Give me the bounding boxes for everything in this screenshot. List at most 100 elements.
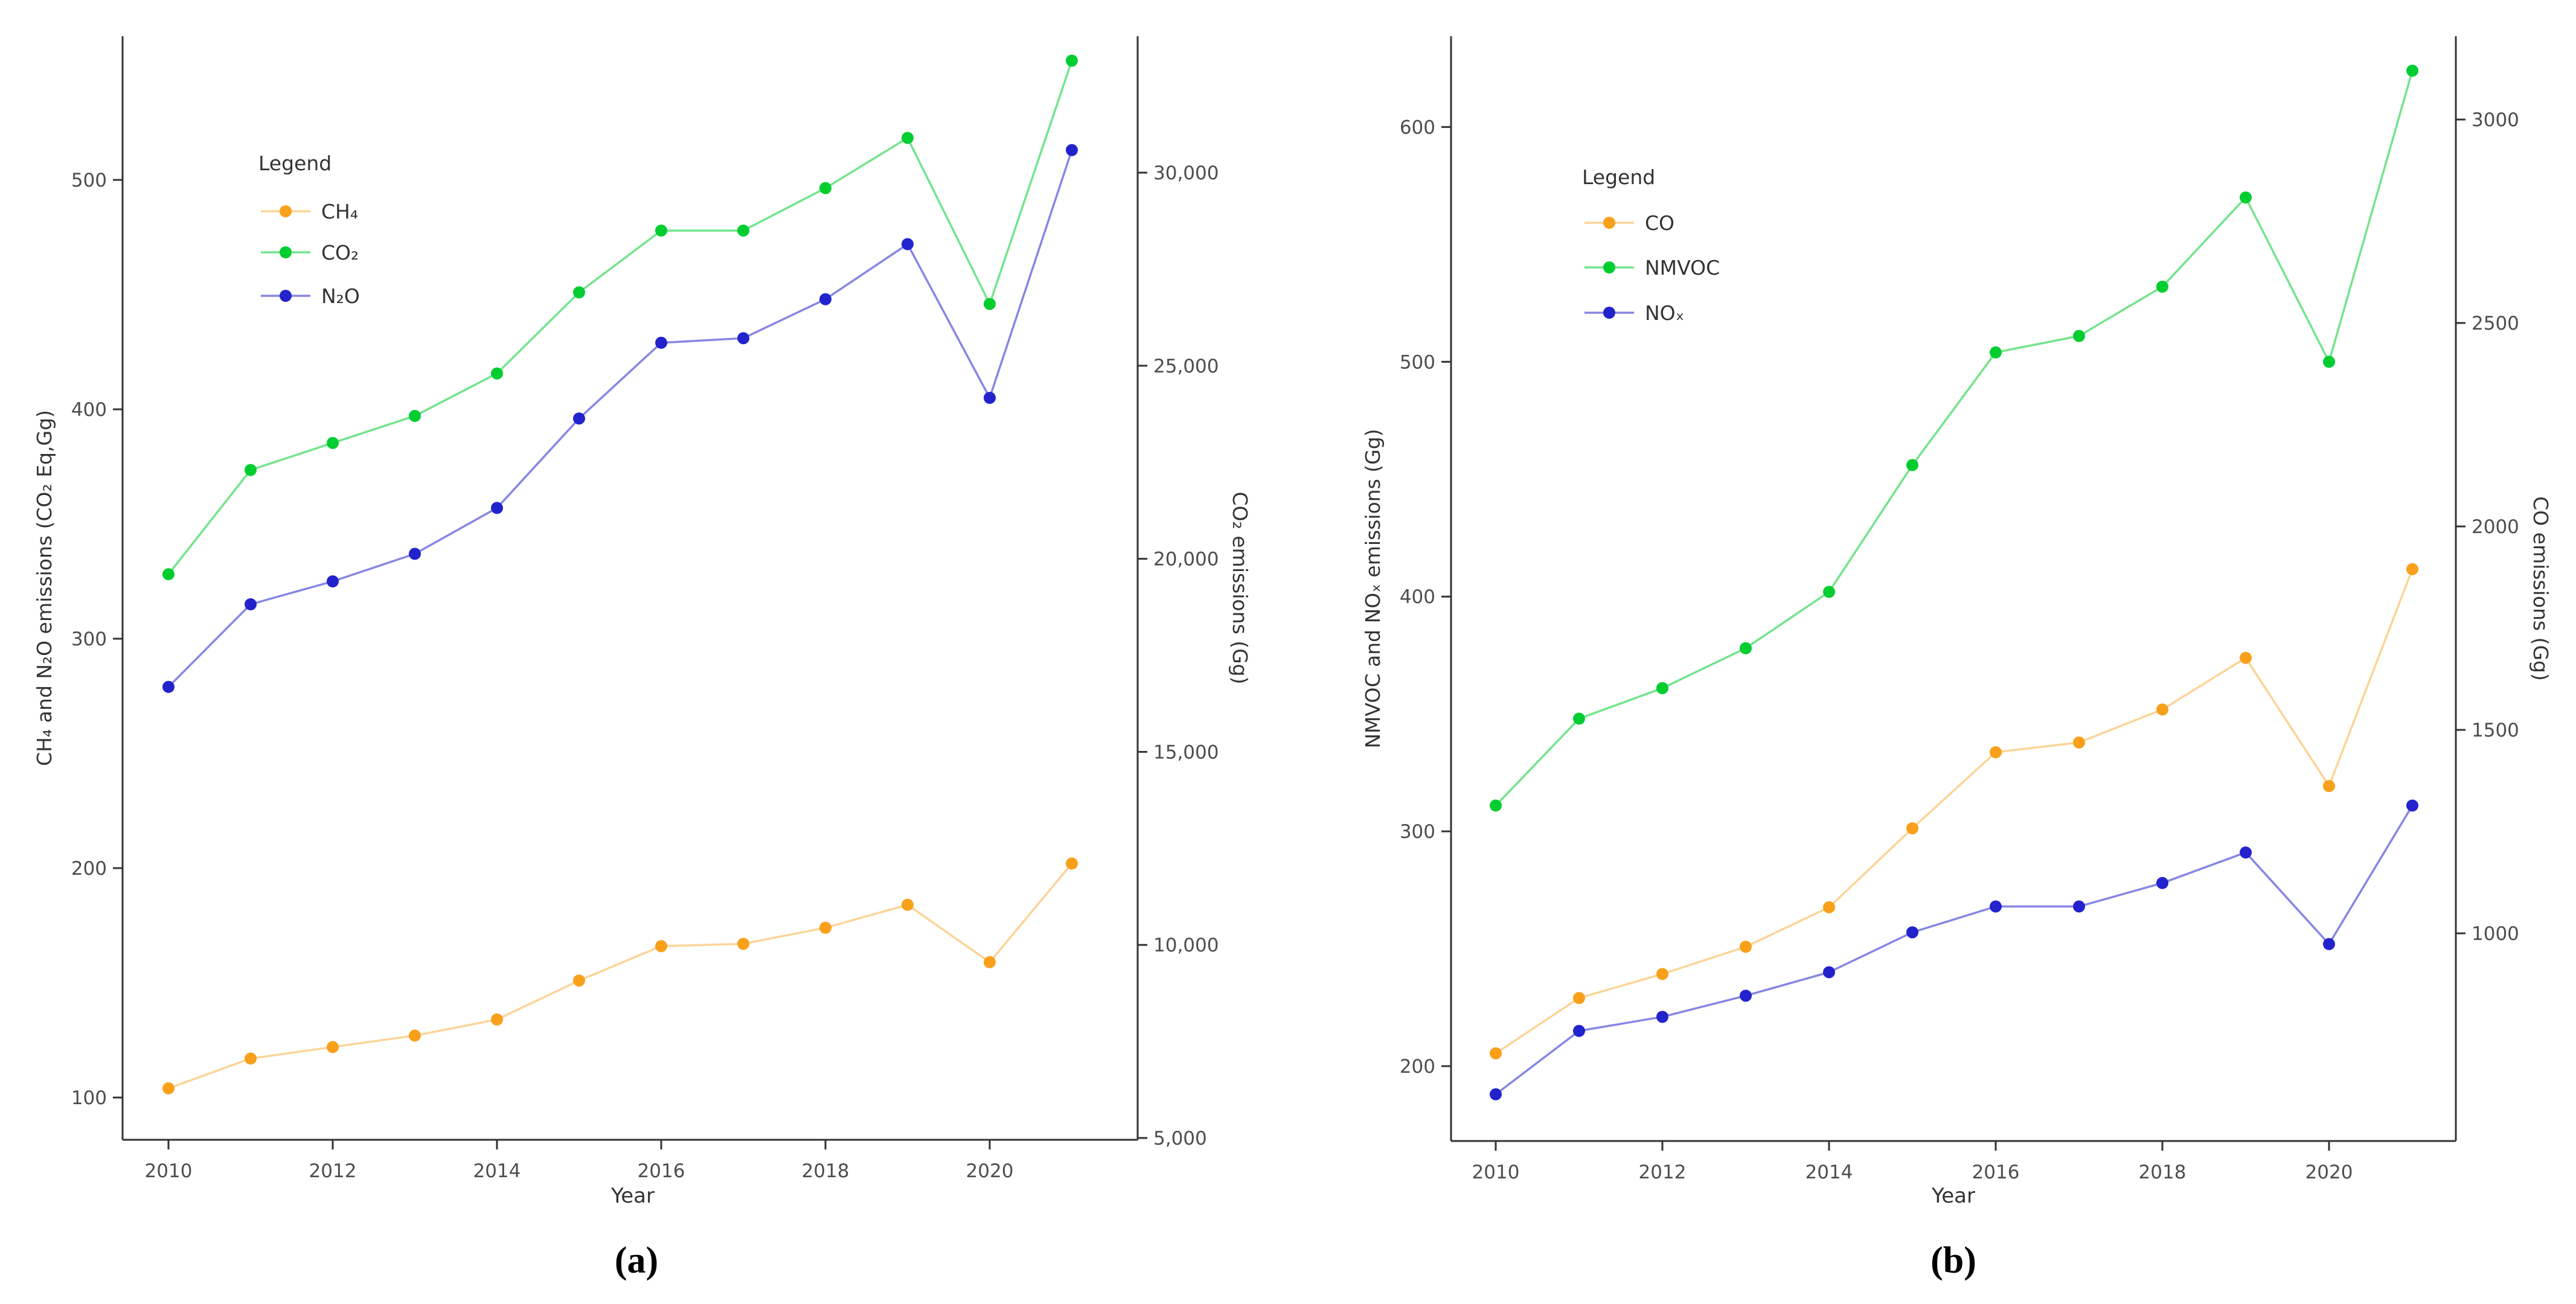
data-point-NOₓ-2021 [2406,799,2418,812]
data-point-CO₂-2017 [737,224,749,237]
panel-a-right-axis-title: CO₂ emissions (Gg) [1228,492,1252,685]
data-point-NMVOC-2021 [2406,65,2418,77]
data-point-CH₄-2021 [1066,857,1078,870]
data-point-N₂O-2016 [655,336,667,349]
data-point-NMVOC-2017 [2073,330,2085,342]
data-point-CO-2020 [2323,780,2335,793]
data-point-NOₓ-2011 [1573,1024,1585,1037]
data-point-CH₄-2015 [573,974,585,987]
left-tick-label: 500 [1400,351,1435,373]
x-tick-label: 2012 [1639,1162,1687,1183]
left-tick-label: 200 [1400,1056,1435,1078]
series-line-N₂O [167,150,1073,688]
panel-b-right-axis-title: CO emissions (Gg) [2529,496,2552,681]
data-point-CH₄-2018 [819,921,831,934]
data-point-CH₄-2014 [491,1013,503,1026]
x-tick-label: 2016 [1972,1162,2020,1183]
data-point-NMVOC-2014 [1823,586,1835,598]
data-point-NOₓ-2020 [2323,938,2335,950]
x-tick-label: 2018 [802,1160,850,1182]
data-point-CO-2018 [2156,703,2168,716]
x-tick-label: 2014 [473,1160,521,1182]
data-point-NOₓ-2016 [1990,900,2002,913]
right-tick-label: 1500 [2472,720,2519,741]
data-point-CH₄-2019 [902,898,914,911]
left-tick-label: 200 [71,858,107,880]
data-point-NOₓ-2013 [1740,989,1752,1002]
right-tick-label: 1000 [2472,923,2519,945]
left-tick-label: 400 [71,399,107,421]
data-point-CO-2019 [2240,651,2252,664]
panel-a-left-axis-title: CH₄ and N₂O emissions (CO₂ Eq,Gg) [33,410,56,766]
x-tick-label: 2020 [966,1160,1014,1182]
data-point-CO₂-2020 [984,298,996,310]
panel-a-x-axis-title: Year [610,1184,655,1208]
panel-a-legend: Legend CH₄ CO₂ N₂O [258,152,360,308]
data-point-NOₓ-2012 [1656,1011,1668,1023]
panel-b-chart: 200 300 400 500 600 1000 1500 2000 2500 3000 2010 2… [1361,36,2552,1281]
left-tick-label: 500 [71,170,107,191]
data-point-CO-2013 [1740,941,1752,953]
data-point-NOₓ-2018 [2156,877,2168,889]
data-point-NOₓ-2017 [2073,900,2085,913]
legend-marker-N₂O [280,290,292,302]
x-tick-label: 2016 [638,1160,685,1182]
panel-a-chart: 100 200 300 400 500 5,000 10,000 15,000 20,000 25… [33,36,1252,1281]
legend-marker-CO [1603,217,1615,229]
legend-marker-NMVOC [1603,261,1615,273]
series-line-NOₓ [1495,805,2414,1096]
right-tick-label: 2500 [2472,313,2519,334]
data-point-NMVOC-2019 [2240,191,2252,204]
left-tick-label: 300 [1400,821,1435,843]
x-tick-label: 2010 [1472,1162,1520,1183]
data-point-NMVOC-2015 [1906,459,1918,471]
legend-label-N₂O: N₂O [321,284,360,308]
data-point-NMVOC-2011 [1573,712,1585,725]
data-point-N₂O-2014 [491,502,503,514]
series-line-CO₂ [167,60,1073,575]
data-point-CO-2021 [2406,563,2418,575]
x-tick-label: 2018 [2139,1162,2187,1183]
legend-title: Legend [1582,165,1655,189]
left-tick-label: 100 [71,1087,107,1109]
panel-b-axes: 200 300 400 500 600 1000 1500 2000 2500 3000 2010 2… [1400,36,2519,1183]
legend-marker-NOₓ [1603,307,1615,319]
data-point-N₂O-2012 [327,575,339,587]
data-point-NMVOC-2010 [1490,799,1502,812]
legend-marker-CO₂ [280,246,292,258]
panel-b-series [1490,65,2418,1101]
data-point-N₂O-2018 [819,293,831,305]
right-tick-label: 10,000 [1153,935,1219,956]
data-point-CO₂-2016 [655,224,667,237]
data-point-CO₂-2010 [162,568,175,581]
left-tick-label: 600 [1400,117,1435,138]
data-point-CO₂-2015 [573,286,585,299]
data-point-CO₂-2019 [902,132,914,144]
data-point-NMVOC-2020 [2323,356,2335,368]
legend-label-CH₄: CH₄ [321,200,358,223]
data-point-CO₂-2021 [1066,54,1078,67]
data-point-N₂O-2021 [1066,144,1078,156]
right-tick-label: 25,000 [1153,356,1219,377]
data-point-NOₓ-2019 [2240,846,2252,859]
x-tick-label: 2014 [1805,1162,1853,1183]
x-tick-label: 2020 [2305,1162,2353,1183]
panel-a-axes: 100 200 300 400 500 5,000 10,000 15,000 20,000 25… [71,36,1219,1182]
data-point-CH₄-2010 [162,1082,175,1095]
data-point-CO₂-2012 [327,436,339,449]
panel-b-left-axis-title: NMVOC and NOₓ emissions (Gg) [1361,429,1385,748]
data-point-N₂O-2015 [573,412,585,425]
right-tick-label: 3000 [2472,109,2519,131]
data-point-NMVOC-2016 [1990,346,2002,359]
legend-label-NOₓ: NOₓ [1645,301,1684,325]
data-point-NOₓ-2015 [1906,926,1918,939]
legend-marker-CH₄ [280,205,292,217]
data-point-CO-2014 [1823,901,1835,913]
data-point-NOₓ-2014 [1823,966,1835,979]
x-tick-label: 2012 [309,1160,357,1182]
data-point-CH₄-2011 [245,1052,257,1065]
data-point-CH₄-2017 [737,938,749,950]
right-tick-label: 30,000 [1153,162,1219,184]
data-point-N₂O-2019 [902,238,914,251]
